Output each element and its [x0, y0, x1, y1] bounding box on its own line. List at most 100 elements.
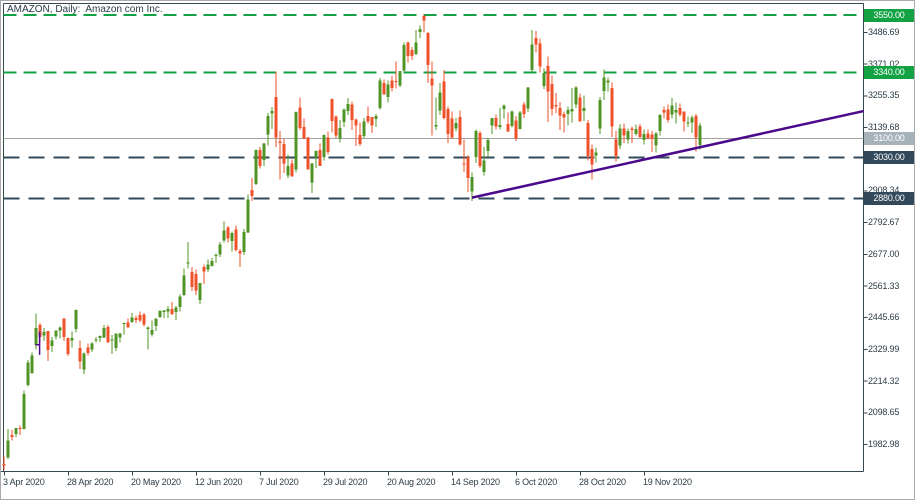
price-axis-label: 3139.68 [868, 122, 900, 133]
candle-body [278, 141, 282, 143]
price-axis-label: 2214.32 [868, 375, 900, 386]
candle-body [418, 29, 422, 32]
price-axis-label: 3255.35 [868, 90, 900, 101]
candle-body [366, 115, 370, 122]
candle-body [422, 15, 426, 21]
candle-body [210, 260, 214, 266]
time-axis-label: 29 Jul 2020 [323, 477, 368, 487]
candle-body [270, 111, 274, 114]
candle-body [218, 244, 222, 255]
candle-body [586, 122, 590, 156]
price-axis-label: 3486.69 [868, 26, 900, 37]
price-badge-3100.00: 3100.00 [864, 131, 914, 145]
price-axis-label: 2098.65 [868, 407, 900, 418]
time-axis-label: 28 Apr 2020 [67, 477, 114, 487]
candle-body [318, 150, 322, 166]
candle-body [490, 118, 494, 126]
candle-body [306, 137, 310, 170]
candle-body [258, 149, 262, 166]
candle-body [118, 333, 122, 338]
candle-body [494, 117, 498, 127]
candle-body [522, 104, 526, 114]
price-axis-label: 2445.66 [868, 312, 900, 323]
candle-body [102, 327, 106, 338]
price-axis-label: 2329.99 [868, 343, 900, 354]
candle-body [538, 43, 542, 67]
candle-body [70, 337, 74, 341]
candle-body [158, 310, 162, 318]
candle-body [498, 125, 502, 128]
candle-body [206, 264, 210, 270]
candle-body [310, 163, 314, 183]
candle-body [334, 116, 338, 136]
candle-body [342, 109, 346, 123]
candle-body [190, 272, 194, 287]
candle-body [18, 427, 22, 429]
candle-body [534, 37, 538, 45]
candle-body [450, 118, 454, 138]
candle-body [402, 45, 406, 71]
candle-body [110, 339, 114, 341]
price-badge-2880.00: 2880.00 [864, 192, 914, 206]
candle-body [694, 115, 698, 138]
candle-body [606, 80, 610, 83]
candle-body [286, 166, 290, 176]
candle-body [26, 362, 30, 386]
candle-body [234, 229, 238, 251]
candle-body [502, 105, 506, 109]
time-axis-label: 6 Oct 2020 [515, 477, 558, 487]
candle-body [474, 130, 478, 157]
candle-body [154, 318, 158, 327]
price-axis-label: 2908.34 [868, 185, 900, 196]
candle-body [226, 227, 230, 239]
candle-body [142, 314, 146, 325]
candle-body [626, 130, 630, 140]
price-badge-3030.00: 3030.00 [864, 151, 914, 165]
candle-body [622, 128, 626, 136]
candle-body [618, 128, 622, 146]
price-axis-label: 3371.02 [868, 58, 900, 69]
candle-body [146, 327, 150, 330]
candle-body [10, 435, 14, 437]
candle-body [482, 160, 486, 173]
candle-body [362, 121, 366, 137]
candle-body [290, 163, 294, 177]
time-axis-label: 20 Aug 2020 [387, 477, 436, 487]
candle-body [442, 81, 446, 118]
candle-body [114, 333, 118, 348]
candle-body [302, 127, 306, 139]
candle-body [458, 116, 462, 145]
time-axis-label: 14 Sep 2020 [451, 477, 500, 487]
candle-body [358, 134, 362, 144]
candle-body [178, 296, 182, 307]
candle-body [86, 347, 90, 353]
time-axis-label: 19 Nov 2020 [643, 477, 692, 487]
candle-body [274, 97, 278, 138]
candle-body [530, 44, 534, 71]
candle-body [518, 112, 522, 129]
candle-body [510, 111, 514, 127]
candle-body [162, 310, 166, 312]
candle-body [406, 42, 410, 57]
candle-body [526, 87, 530, 109]
trendline[interactable] [471, 109, 864, 199]
candle-body [314, 150, 318, 158]
candle-body [2, 464, 6, 466]
candle-body [454, 123, 458, 129]
candle-body [666, 109, 670, 120]
candle-body [514, 120, 518, 139]
candle-body [554, 105, 558, 107]
candle-body [378, 80, 382, 108]
candle-body [654, 133, 658, 146]
candle-body [74, 309, 78, 330]
candle-body [590, 149, 594, 165]
time-axis-label: 12 Jun 2020 [195, 477, 243, 487]
candle-body [182, 275, 186, 295]
price-axis-label: 2792.67 [868, 217, 900, 228]
candle-body [470, 176, 474, 192]
candle-body [198, 283, 202, 301]
candle-body [698, 125, 702, 146]
candle-body [610, 88, 614, 127]
candle-body [382, 82, 386, 95]
